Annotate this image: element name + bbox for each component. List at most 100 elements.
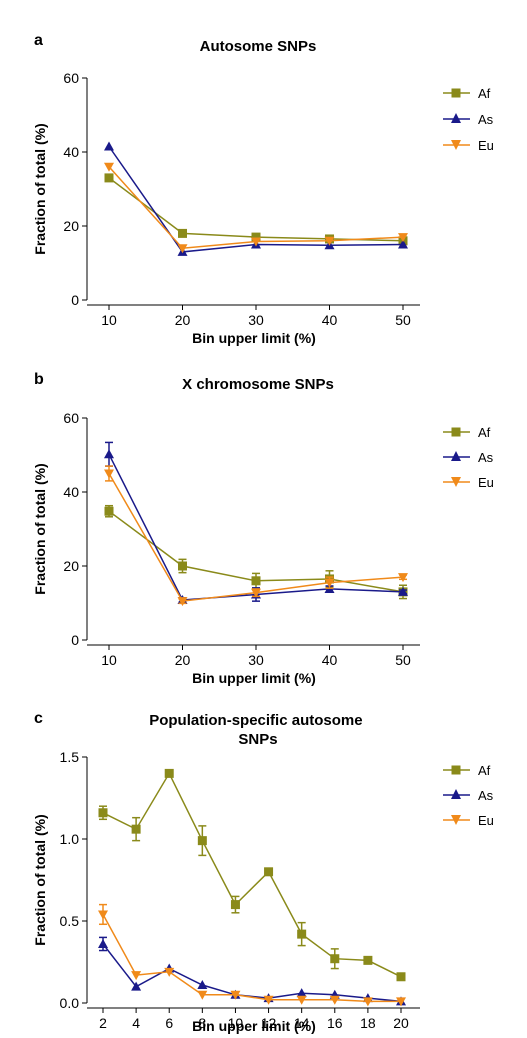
panel-letter-b: b [34,371,44,388]
x-tick-label: 50 [395,652,411,668]
chart-title-line-2: SNPs [238,731,277,748]
data-point [264,867,274,877]
y-tick-label: 60 [63,410,79,426]
x-tick-labels: 10 20 30 40 50 [101,305,411,328]
legend-item-af: Af [443,763,491,778]
x-tick-label: 30 [248,652,264,668]
data-point [324,236,335,246]
legend-label-af: Af [478,86,491,101]
x-tick-label: 20 [175,312,191,328]
legend-marker-as [451,113,461,123]
x-tick-label: 4 [132,1015,140,1031]
data-point [330,954,340,964]
legend-marker-af [451,427,461,437]
data-point [98,910,108,920]
data-point [324,578,335,588]
series-line-af [102,771,402,978]
x-tick-label: 2 [99,1015,107,1031]
legend-marker-eu [451,815,461,825]
legend-item-af: Af [443,86,491,101]
legend-label-eu: Eu [478,138,494,153]
legend: Af As Eu [443,425,494,490]
data-point [251,576,261,586]
data-point [230,900,240,910]
y-tick-labels: 0.0 0.5 1.0 1.5 [60,749,87,1011]
legend-marker-as [451,789,461,799]
x-tick-label: 16 [327,1015,343,1031]
data-point [197,990,208,1000]
x-tick-label: 50 [395,312,411,328]
y-axis-label: Fraction of total (%) [32,814,48,945]
data-point [131,824,141,834]
legend-marker-eu [451,477,461,487]
legend-marker-af [451,765,461,775]
data-point [164,967,175,977]
series-eu [98,903,406,1007]
y-tick-labels: 0 20 40 60 [63,70,87,308]
data-point [398,233,408,243]
data-point [297,929,307,939]
chart-title: X chromosome SNPs [182,376,334,393]
data-point [263,995,274,1005]
data-point [104,173,114,183]
chart-title: Autosome SNPs [200,38,317,55]
legend-marker-af [451,88,461,98]
panel-c: c Population-specific autosome SNPs 0.00… [32,710,494,1034]
y-tick-labels: 0 20 40 60 [63,410,87,648]
series-eu [104,465,408,607]
x-tick-label: 20 [175,652,191,668]
x-tick-label: 20 [393,1015,409,1031]
legend-label-eu: Eu [478,813,494,828]
data-point [197,836,207,846]
legend-label-as: As [478,788,494,803]
legend-label-as: As [478,112,494,127]
data-point [98,938,108,948]
legend-item-as: As [443,450,494,465]
data-point [177,244,188,254]
series-as [98,936,406,1006]
plot-area [98,768,406,1007]
x-tick-label: 6 [165,1015,173,1031]
series-af [104,504,408,600]
legend-item-as: As [443,112,494,127]
x-tick-label: 30 [248,312,264,328]
data-point [251,237,261,247]
data-point [104,162,114,172]
data-point [177,597,188,607]
x-axis-label: Bin upper limit (%) [192,330,316,346]
legend-label-eu: Eu [478,475,494,490]
legend-item-as: As [443,788,494,803]
legend-item-eu: Eu [443,138,494,153]
chart-title: Population-specific autosome SNPs [149,712,367,748]
series-af [98,768,406,982]
data-point [98,808,108,818]
x-tick-labels: 2 4 6 8 10 12 14 16 18 20 [99,1008,409,1031]
x-tick-label: 14 [294,1015,310,1031]
legend-marker-eu [451,140,461,150]
legend: Af As Eu [443,763,494,828]
y-axis-label: Fraction of total (%) [32,463,48,594]
y-axis-label: Fraction of total (%) [32,123,48,254]
data-point [104,506,114,516]
series-eu [104,162,408,254]
plot-area [104,441,408,607]
legend-item-af: Af [443,425,491,440]
x-tick-label: 10 [101,312,117,328]
y-tick-label: 0 [71,632,79,648]
data-point [296,995,307,1005]
data-point [329,995,340,1005]
x-axis-label: Bin upper limit (%) [192,670,316,686]
data-point [104,469,114,479]
y-tick-label: 1.5 [60,749,80,765]
y-tick-label: 40 [63,144,79,160]
y-tick-label: 20 [63,218,79,234]
series-line-eu [102,914,401,1003]
data-point [104,141,114,151]
legend-item-eu: Eu [443,813,494,828]
data-point [251,588,261,598]
y-tick-label: 0.0 [60,995,80,1011]
legend-label-af: Af [478,763,491,778]
data-point [398,239,408,249]
data-point [178,561,187,571]
